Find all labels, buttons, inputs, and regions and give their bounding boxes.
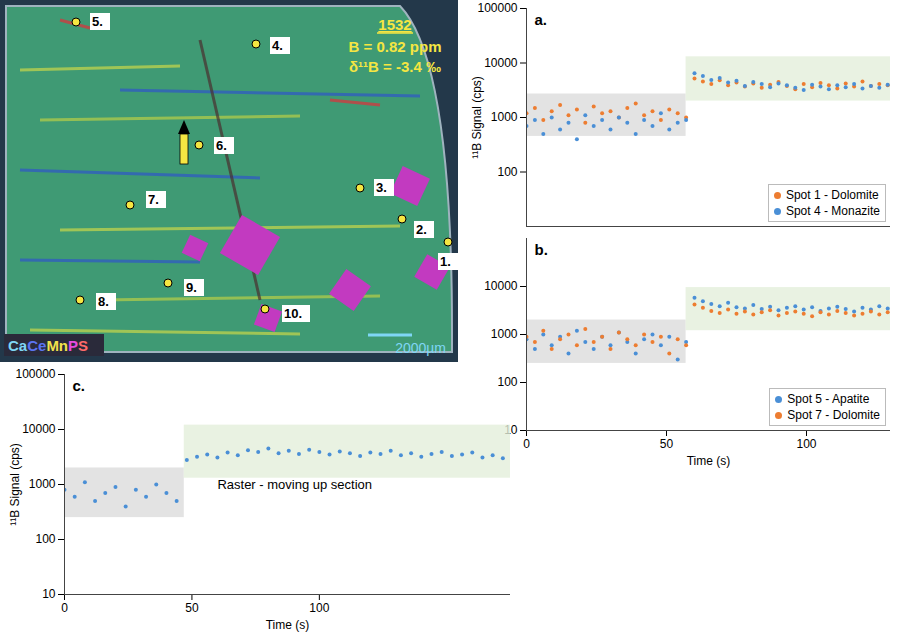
svg-text:Time (s): Time (s): [687, 454, 731, 468]
svg-text:2000µm: 2000µm: [395, 340, 446, 356]
svg-text:100: 100: [497, 375, 517, 389]
svg-text:3.: 3.: [376, 180, 387, 195]
svg-text:10000: 10000: [484, 56, 518, 70]
svg-text:5.: 5.: [92, 14, 103, 29]
svg-text:50: 50: [185, 601, 199, 615]
svg-text:b.: b.: [535, 241, 548, 258]
svg-text:10000: 10000: [484, 279, 518, 293]
svg-text:100000: 100000: [477, 1, 517, 15]
svg-text:2.: 2.: [416, 222, 427, 237]
svg-text:10: 10: [42, 587, 56, 601]
svg-text:Time (s): Time (s): [266, 618, 310, 632]
svg-text:¹¹B Signal (cps): ¹¹B Signal (cps): [470, 76, 484, 159]
svg-text:1.: 1.: [440, 254, 451, 269]
svg-text:8.: 8.: [98, 294, 109, 309]
html-text:Spot 1 - Dolomite: Spot 1 - Dolomite: [785, 188, 879, 202]
svg-text:100: 100: [309, 601, 329, 615]
svg-text:1532: 1532: [378, 16, 411, 33]
svg-text:1000: 1000: [29, 477, 56, 491]
html-text:Spot 7 - Dolomite: Spot 7 - Dolomite: [787, 408, 880, 422]
svg-text:0: 0: [523, 437, 530, 451]
svg-text:CaCeMnPS: CaCeMnPS: [8, 337, 88, 354]
svg-text:¹¹B Signal (cps): ¹¹B Signal (cps): [8, 443, 22, 526]
svg-text:a.: a.: [535, 11, 548, 28]
svg-text:4.: 4.: [272, 38, 283, 53]
html-text:Spot 4 - Monazite: Spot 4 - Monazite: [785, 204, 880, 218]
svg-text:Raster - moving up section: Raster - moving up section: [217, 477, 372, 492]
svg-text:100000: 100000: [15, 367, 55, 381]
svg-text:100: 100: [796, 437, 816, 451]
svg-text:50: 50: [660, 437, 674, 451]
svg-text:1000: 1000: [491, 327, 518, 341]
svg-text:100: 100: [497, 165, 517, 179]
svg-text:δ¹¹B = -3.4 ‰: δ¹¹B = -3.4 ‰: [349, 58, 441, 75]
svg-text:9.: 9.: [186, 280, 197, 295]
html-text:Spot 5 - Apatite: Spot 5 - Apatite: [787, 392, 870, 406]
svg-text:1000: 1000: [491, 110, 518, 124]
svg-text:0: 0: [61, 601, 68, 615]
svg-text:7.: 7.: [148, 192, 159, 207]
svg-text:10: 10: [504, 423, 518, 438]
svg-text:B = 0.82 ppm: B = 0.82 ppm: [349, 38, 442, 55]
svg-text:10.: 10.: [284, 306, 302, 321]
svg-text:10000: 10000: [22, 422, 56, 436]
svg-text:c.: c.: [73, 377, 86, 394]
svg-text:100: 100: [35, 532, 55, 546]
svg-text:6.: 6.: [216, 138, 227, 153]
